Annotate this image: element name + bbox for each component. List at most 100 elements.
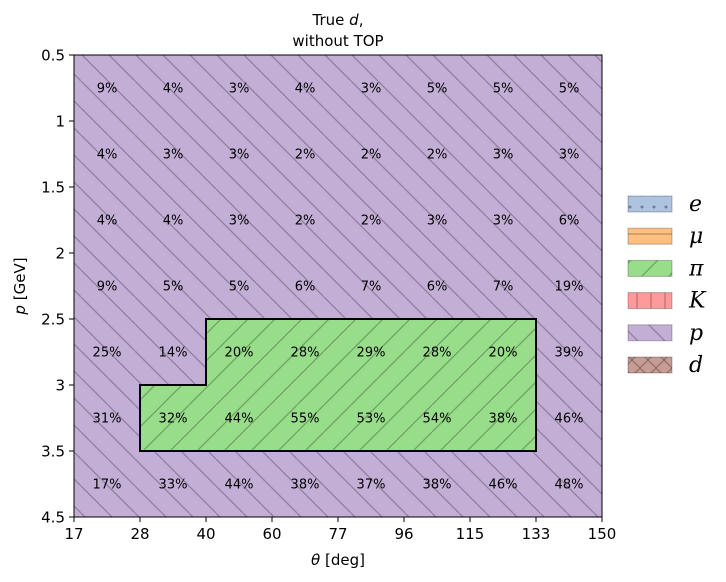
y-axis-label: p [GeV] xyxy=(11,257,29,315)
heatmap-cell-hatch xyxy=(206,385,273,452)
x-tick-label: 17 xyxy=(64,525,83,543)
heatmap-cell-hatch xyxy=(536,55,603,122)
cell-value-label: 20% xyxy=(489,346,518,361)
cell-value-label: 5% xyxy=(163,280,184,295)
cell-value-label: 25% xyxy=(93,346,122,361)
cell-value-label: 2% xyxy=(295,214,316,229)
cell-value-label: 4% xyxy=(295,82,316,97)
legend-swatch-hatch xyxy=(628,292,672,309)
heatmap-cell-hatch xyxy=(74,385,141,452)
heatmap-cell-hatch xyxy=(206,55,273,122)
heatmap-cell-hatch xyxy=(536,253,603,320)
cell-value-label: 38% xyxy=(423,478,452,493)
cell-value-label: 4% xyxy=(97,148,118,163)
heatmap-cell-hatch xyxy=(272,187,339,254)
cell-value-label: 6% xyxy=(559,214,580,229)
heatmap-cell-hatch xyxy=(404,451,471,518)
heatmap-cell-hatch xyxy=(140,385,207,452)
cell-value-label: 3% xyxy=(361,82,382,97)
cell-value-label: 4% xyxy=(163,214,184,229)
cell-value-label: 3% xyxy=(163,148,184,163)
heatmap-cell-hatch xyxy=(404,187,471,254)
heatmap-cell-hatch xyxy=(470,253,537,320)
x-tick-label: 96 xyxy=(394,525,413,543)
x-tick-label: 77 xyxy=(328,525,347,543)
x-tick-label: 28 xyxy=(130,525,149,543)
cell-value-label: 20% xyxy=(225,346,254,361)
cell-value-label: 3% xyxy=(229,148,250,163)
cell-value-label: 9% xyxy=(97,82,118,97)
cell-value-label: 4% xyxy=(163,82,184,97)
cell-value-label: 5% xyxy=(229,280,250,295)
heatmap-cell-hatch xyxy=(140,187,207,254)
cell-value-label: 7% xyxy=(361,280,382,295)
legend-label: π xyxy=(688,256,704,281)
heatmap-cell-hatch xyxy=(536,319,603,386)
heatmap-cell-hatch xyxy=(272,253,339,320)
cell-value-label: 55% xyxy=(291,412,320,427)
heatmap-cell-hatch xyxy=(74,319,141,386)
cell-value-label: 9% xyxy=(97,280,118,295)
cell-value-label: 3% xyxy=(229,214,250,229)
cell-value-label: 5% xyxy=(559,82,580,97)
heatmap-cell-hatch xyxy=(74,187,141,254)
heatmap-cell-hatch xyxy=(140,451,207,518)
legend-item-K: K xyxy=(627,289,707,314)
legend-swatch-hatch xyxy=(628,228,672,245)
x-tick-label: 40 xyxy=(196,525,215,543)
x-axis-label: θ [deg] xyxy=(311,551,365,569)
y-tick-label: 0.5 xyxy=(41,47,65,65)
heatmap-cell-hatch xyxy=(206,319,273,386)
cell-value-label: 3% xyxy=(427,214,448,229)
heatmap-cell-hatch xyxy=(140,55,207,122)
heatmap-cell-hatch xyxy=(338,55,405,122)
legend-item-e: e xyxy=(627,192,702,217)
y-tick-label: 4.5 xyxy=(41,509,65,527)
cell-value-label: 3% xyxy=(493,214,514,229)
heatmap-cell-hatch xyxy=(470,451,537,518)
cell-value-label: 28% xyxy=(423,346,452,361)
chart-title: True d, xyxy=(312,11,364,29)
x-tick-label: 150 xyxy=(588,525,617,543)
cell-value-label: 5% xyxy=(427,82,448,97)
heatmap-cell-hatch xyxy=(206,451,273,518)
cell-value-label: 5% xyxy=(493,82,514,97)
heatmap-cell-hatch xyxy=(272,385,339,452)
cell-value-label: 44% xyxy=(225,478,254,493)
heatmap-cell-hatch xyxy=(470,121,537,188)
cell-value-label: 3% xyxy=(559,148,580,163)
legend-label: p xyxy=(689,321,703,346)
cell-value-label: 2% xyxy=(361,148,382,163)
heatmap-cell-hatch xyxy=(74,451,141,518)
cell-value-label: 46% xyxy=(555,412,584,427)
cell-value-label: 48% xyxy=(555,478,584,493)
heatmap-cell-hatch xyxy=(338,187,405,254)
cell-value-label: 2% xyxy=(361,214,382,229)
cell-value-label: 17% xyxy=(93,478,122,493)
legend-swatch-hatch xyxy=(628,357,672,373)
cell-value-label: 32% xyxy=(159,412,188,427)
cell-value-label: 7% xyxy=(493,280,514,295)
legend-item-d: d xyxy=(627,353,703,378)
cell-value-label: 53% xyxy=(357,412,386,427)
heatmap-cell-hatch xyxy=(74,55,141,122)
cell-value-label: 38% xyxy=(489,412,518,427)
chart-title-line2: without TOP xyxy=(292,32,383,50)
cell-value-label: 31% xyxy=(93,412,122,427)
heatmap-cell-hatch xyxy=(536,385,603,452)
cell-value-label: 54% xyxy=(423,412,452,427)
legend-item-pi: π xyxy=(627,256,704,281)
heatmap-cell-hatch xyxy=(338,319,405,386)
heatmap-cell-hatch xyxy=(404,385,471,452)
cell-value-label: 3% xyxy=(229,82,250,97)
cell-value-label: 19% xyxy=(555,280,584,295)
heatmap-cell-hatch xyxy=(74,121,141,188)
cell-value-label: 2% xyxy=(295,148,316,163)
heatmap-cell-hatch xyxy=(272,451,339,518)
cell-value-label: 38% xyxy=(291,478,320,493)
heatmap-cell-hatch xyxy=(140,121,207,188)
cell-value-label: 39% xyxy=(555,346,584,361)
heatmap-cell-hatch xyxy=(470,187,537,254)
